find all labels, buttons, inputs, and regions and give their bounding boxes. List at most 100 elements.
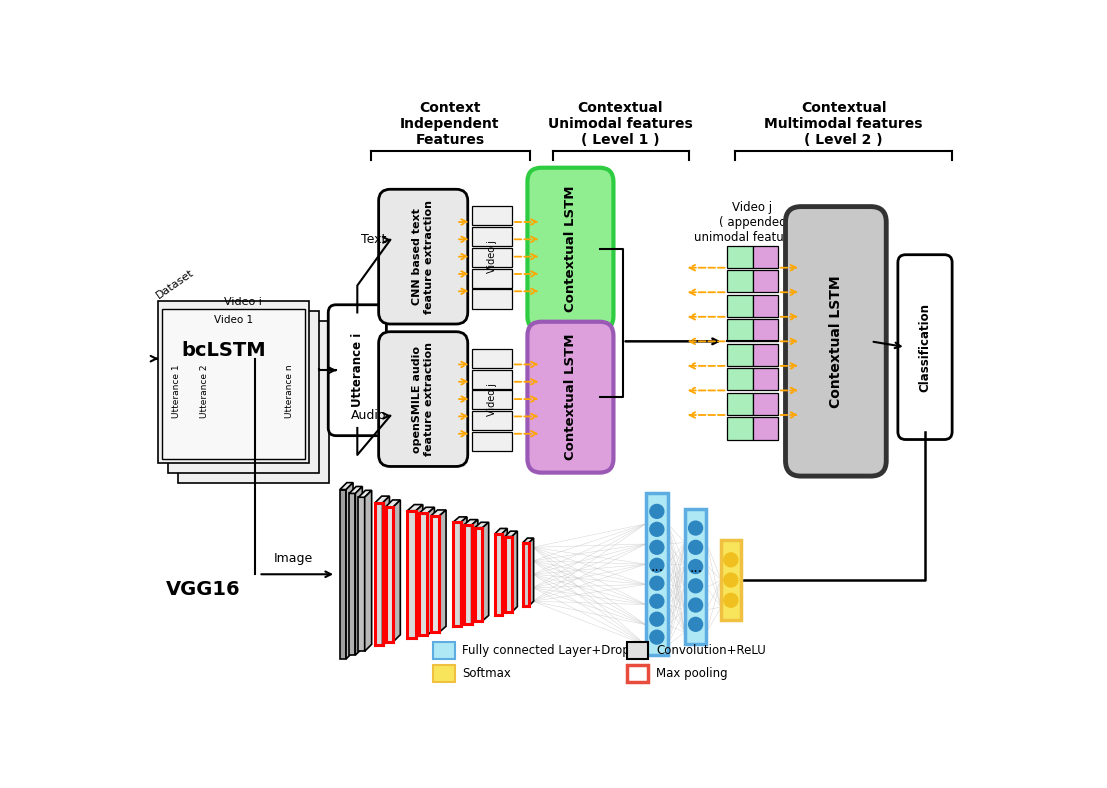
Bar — [385, 507, 393, 641]
Text: Utterance 2: Utterance 2 — [199, 365, 209, 418]
FancyBboxPatch shape — [898, 255, 952, 440]
Circle shape — [689, 598, 703, 612]
Bar — [472, 370, 511, 388]
Circle shape — [650, 541, 664, 554]
Bar — [472, 411, 511, 430]
Circle shape — [689, 521, 703, 535]
Circle shape — [689, 541, 703, 554]
Circle shape — [689, 579, 703, 593]
Polygon shape — [355, 486, 362, 655]
Bar — [472, 349, 511, 368]
Bar — [753, 344, 778, 366]
Polygon shape — [359, 490, 372, 497]
FancyBboxPatch shape — [379, 189, 468, 324]
Bar — [523, 543, 529, 606]
Polygon shape — [464, 519, 478, 525]
Bar — [495, 533, 501, 615]
Text: Utterance i: Utterance i — [351, 333, 364, 407]
Bar — [472, 206, 511, 225]
Bar — [431, 516, 439, 633]
Polygon shape — [427, 507, 434, 635]
Polygon shape — [523, 538, 534, 543]
Polygon shape — [483, 522, 488, 621]
Text: Video j
( appended
unimodal features ): Video j ( appended unimodal features ) — [694, 201, 810, 243]
Text: Video j: Video j — [487, 383, 497, 415]
Text: Max pooling: Max pooling — [656, 667, 727, 680]
FancyBboxPatch shape — [527, 322, 613, 473]
Bar — [727, 319, 753, 341]
Bar — [375, 503, 383, 645]
Polygon shape — [349, 486, 362, 493]
Bar — [753, 246, 778, 268]
Polygon shape — [407, 504, 423, 511]
Circle shape — [650, 559, 664, 572]
Bar — [727, 418, 753, 440]
Polygon shape — [511, 531, 517, 612]
Text: Contextual LSTM: Contextual LSTM — [563, 334, 577, 460]
FancyBboxPatch shape — [379, 332, 468, 466]
Circle shape — [689, 617, 703, 631]
Bar — [178, 321, 329, 482]
Circle shape — [689, 559, 703, 574]
Polygon shape — [364, 490, 372, 651]
Polygon shape — [375, 496, 390, 503]
Bar — [753, 368, 778, 390]
Bar — [433, 642, 455, 659]
Bar — [753, 270, 778, 292]
FancyBboxPatch shape — [329, 305, 386, 436]
Text: Video j: Video j — [487, 240, 497, 273]
Polygon shape — [385, 500, 401, 507]
Bar — [359, 497, 364, 651]
Text: Text: Text — [361, 233, 386, 247]
Bar — [505, 537, 511, 612]
Text: Contextual
Unimodal features
( Level 1 ): Contextual Unimodal features ( Level 1 ) — [548, 101, 693, 147]
Text: Utterance 1: Utterance 1 — [172, 365, 180, 418]
Bar — [727, 344, 753, 366]
Bar — [349, 493, 355, 655]
Circle shape — [650, 594, 664, 608]
Polygon shape — [431, 510, 446, 516]
Bar — [340, 489, 346, 659]
Bar — [753, 295, 778, 317]
Polygon shape — [501, 529, 507, 615]
Text: Contextual LSTM: Contextual LSTM — [563, 186, 577, 312]
Text: openSMILE audio
feature extraction: openSMILE audio feature extraction — [413, 342, 434, 456]
Text: Contextual LSTM: Contextual LSTM — [829, 275, 842, 407]
Polygon shape — [418, 507, 434, 514]
Bar — [627, 665, 649, 682]
Text: Classification: Classification — [919, 303, 931, 392]
Polygon shape — [383, 496, 390, 645]
Text: bcLSTM: bcLSTM — [182, 341, 266, 360]
Bar — [727, 246, 753, 268]
Bar — [158, 301, 309, 463]
Text: Dataset: Dataset — [154, 268, 195, 301]
Text: VGG16: VGG16 — [166, 580, 240, 599]
Text: Video i: Video i — [225, 297, 262, 307]
Bar — [472, 227, 511, 246]
Bar — [472, 248, 511, 267]
Text: Audio: Audio — [351, 409, 386, 422]
Bar — [472, 269, 511, 288]
Text: Video 1: Video 1 — [214, 314, 252, 325]
Text: Fully connected Layer+Dropout: Fully connected Layer+Dropout — [463, 644, 650, 657]
Bar — [464, 525, 472, 623]
Bar — [453, 522, 461, 626]
Bar — [472, 390, 511, 410]
Bar — [475, 528, 483, 621]
Bar — [162, 309, 306, 459]
Text: ...: ... — [650, 559, 663, 574]
Bar — [753, 393, 778, 415]
Bar — [627, 642, 649, 659]
Text: Contextual
Multimodal features
( Level 2 ): Contextual Multimodal features ( Level 2… — [764, 101, 923, 147]
Polygon shape — [475, 522, 488, 528]
Polygon shape — [505, 531, 517, 537]
Bar — [472, 289, 511, 309]
Text: Softmax: Softmax — [463, 667, 511, 680]
Polygon shape — [416, 504, 423, 637]
Circle shape — [650, 630, 664, 644]
Bar — [418, 514, 427, 635]
Bar — [727, 393, 753, 415]
Polygon shape — [439, 510, 446, 633]
Polygon shape — [472, 519, 478, 623]
Polygon shape — [453, 517, 467, 522]
